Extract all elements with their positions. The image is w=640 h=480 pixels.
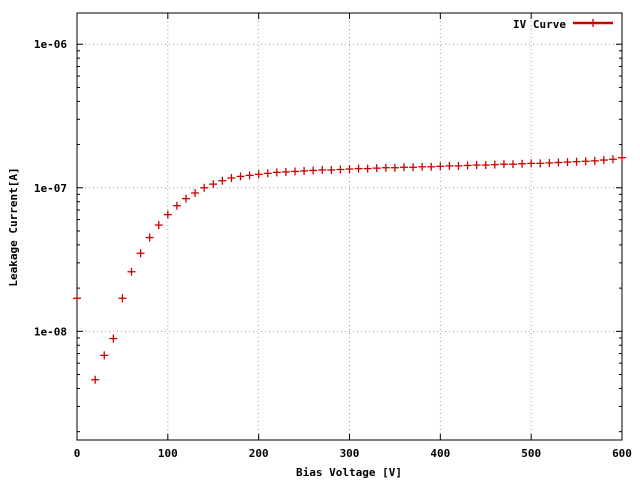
data-point <box>527 159 536 168</box>
data-point <box>454 161 463 170</box>
data-point <box>172 201 181 210</box>
data-points-layer <box>73 153 626 384</box>
data-point <box>318 165 327 174</box>
data-point <box>481 161 490 170</box>
data-point <box>581 157 590 166</box>
data-point <box>154 221 163 230</box>
data-point <box>73 294 81 303</box>
y-tick-label: 1e-06 <box>34 38 67 51</box>
data-point <box>209 180 218 189</box>
data-point <box>254 170 263 179</box>
y-tick-label: 1e-08 <box>34 325 67 338</box>
data-point <box>100 351 109 360</box>
data-point <box>445 161 454 170</box>
data-point <box>572 157 581 166</box>
data-point <box>227 173 236 182</box>
data-point <box>418 162 427 171</box>
y-axis-label: Leakage Current[A] <box>7 167 20 286</box>
x-tick-label: 100 <box>158 447 178 460</box>
x-tick-label: 500 <box>521 447 541 460</box>
data-point <box>463 161 472 170</box>
x-tick-label: 0 <box>74 447 81 460</box>
data-point <box>336 165 345 174</box>
tick-label-layer: 0 100 200 300 400 500 600 1e-08 1e-07 1e-06 <box>34 38 632 460</box>
data-point <box>245 171 254 180</box>
data-point <box>263 169 272 178</box>
data-point <box>427 162 436 171</box>
data-point <box>590 156 599 165</box>
data-point <box>200 183 209 192</box>
data-point <box>127 267 136 276</box>
tick-layer <box>76 13 623 440</box>
data-point <box>372 164 381 173</box>
data-point <box>563 158 572 167</box>
data-point <box>218 176 227 185</box>
y-tick-label: 1e-07 <box>34 182 67 195</box>
data-point <box>118 294 127 303</box>
legend: IV Curve <box>513 18 613 31</box>
data-point <box>163 210 172 219</box>
data-point <box>291 167 299 176</box>
data-point <box>618 153 626 162</box>
data-point <box>91 375 100 384</box>
data-point <box>400 163 408 172</box>
data-point <box>300 166 309 175</box>
x-tick-label: 600 <box>612 447 632 460</box>
data-point <box>281 167 290 176</box>
data-point <box>536 159 545 168</box>
data-point <box>499 160 508 169</box>
data-point <box>599 156 608 165</box>
data-point <box>518 159 527 168</box>
legend-label: IV Curve <box>513 18 566 31</box>
data-point <box>272 168 281 177</box>
data-point <box>409 163 418 172</box>
data-point <box>145 233 154 242</box>
data-point <box>545 158 554 167</box>
data-point <box>608 155 617 164</box>
data-point <box>354 164 363 173</box>
data-point <box>509 160 517 169</box>
data-point <box>191 188 200 197</box>
x-tick-label: 400 <box>430 447 450 460</box>
x-tick-label: 300 <box>340 447 360 460</box>
data-point <box>436 162 445 171</box>
data-point <box>236 172 245 181</box>
x-tick-label: 200 <box>249 447 269 460</box>
data-point <box>309 166 318 175</box>
grid-layer <box>77 13 622 440</box>
data-point <box>327 165 336 174</box>
data-point <box>381 163 390 172</box>
data-point <box>182 194 190 203</box>
data-point <box>490 160 499 169</box>
x-axis-label: Bias Voltage [V] <box>296 466 402 479</box>
legend-marker-sample <box>589 19 597 27</box>
data-point <box>554 158 563 167</box>
data-point <box>109 334 118 343</box>
data-point <box>363 164 372 173</box>
data-point <box>136 249 145 258</box>
data-point <box>390 163 399 172</box>
data-point <box>472 161 481 170</box>
data-point <box>345 165 354 174</box>
